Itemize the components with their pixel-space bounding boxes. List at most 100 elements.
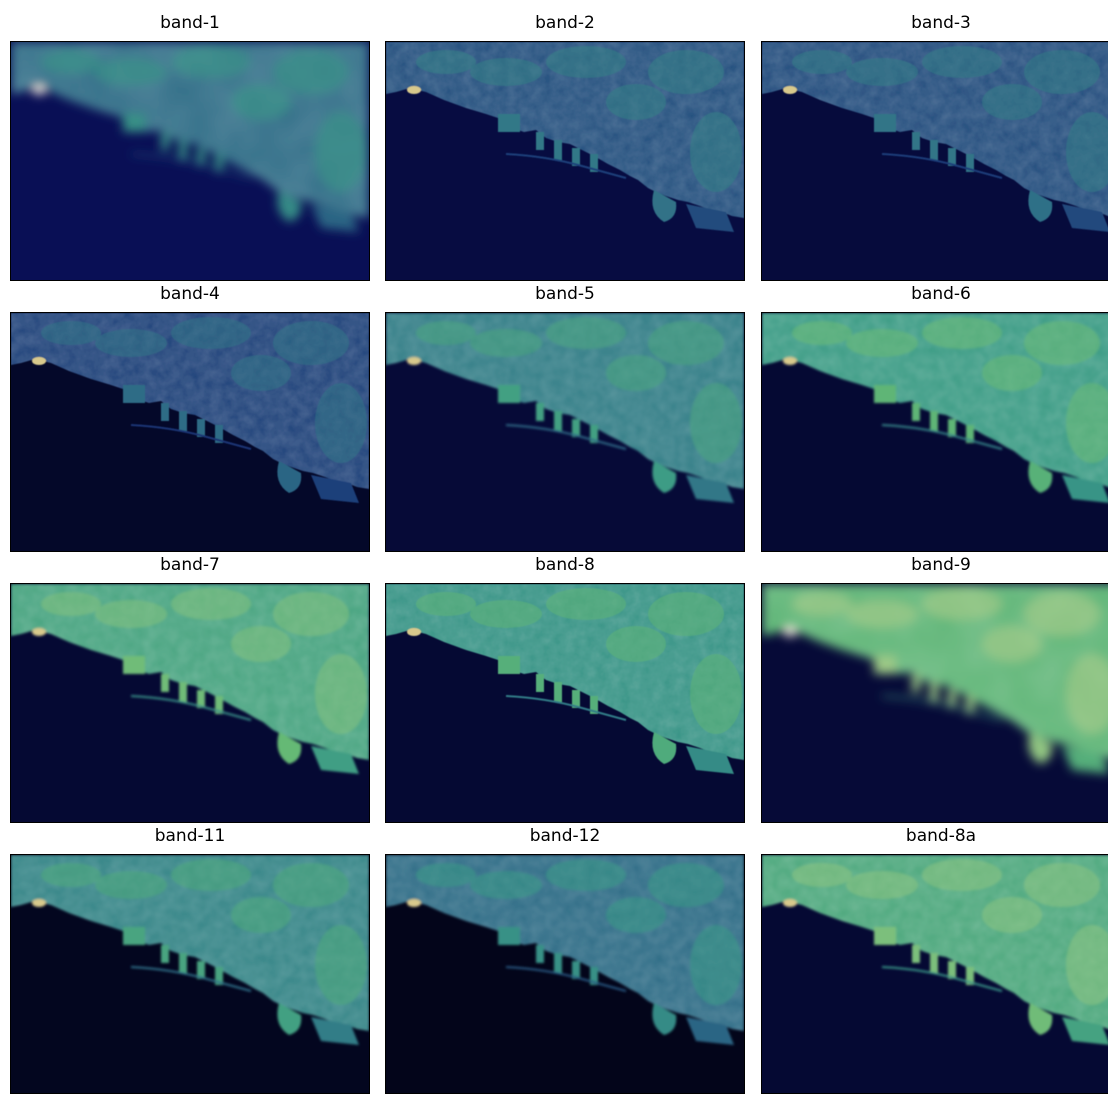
land-patch	[1066, 654, 1108, 734]
land-patch	[922, 588, 1002, 620]
peninsula	[652, 1003, 677, 1035]
band-image	[762, 313, 1108, 551]
harbour-pier	[930, 953, 938, 973]
harbour-pier	[590, 967, 598, 985]
panel-title: band-12	[529, 826, 601, 846]
docks	[311, 204, 359, 232]
bright-feature	[32, 899, 46, 907]
land-patch	[792, 321, 852, 345]
band-image-panel	[761, 583, 1108, 823]
land-patch	[846, 871, 918, 899]
harbour-pier	[590, 154, 598, 172]
harbour-pier	[966, 696, 974, 714]
land-patch	[171, 317, 251, 349]
band-image-panel	[385, 41, 745, 281]
land-patch	[470, 871, 542, 899]
land-patch	[846, 600, 918, 628]
land-patch	[546, 46, 626, 78]
band-image	[762, 584, 1108, 822]
breakwater	[130, 966, 252, 992]
land-patch	[546, 317, 626, 349]
land-patch	[606, 355, 666, 391]
peninsula	[1028, 1003, 1053, 1035]
land-patch	[41, 50, 101, 74]
panel-title: band-8	[535, 555, 595, 575]
land-patch	[922, 317, 1002, 349]
band-image	[11, 313, 369, 551]
harbour-pier	[966, 967, 974, 985]
panel-title: band-3	[911, 13, 971, 33]
land-patch	[792, 50, 852, 74]
band-image-panel	[10, 583, 370, 823]
harbour-pier	[930, 411, 938, 431]
band-image-panel	[10, 854, 370, 1094]
land-patch	[41, 592, 101, 616]
land-patch	[470, 329, 542, 357]
land-patch	[648, 863, 724, 907]
harbour-pier	[572, 419, 580, 437]
land-patch	[606, 84, 666, 120]
band-image	[386, 313, 744, 551]
breakwater	[130, 424, 252, 450]
land-patch	[273, 592, 349, 636]
harbour-pier	[930, 140, 938, 160]
land-patch	[922, 859, 1002, 891]
breakwater	[505, 153, 627, 179]
harbour-pier	[948, 148, 956, 166]
land-patch	[273, 50, 349, 94]
breakwater	[881, 695, 1003, 721]
breakwater	[505, 966, 627, 992]
land-patch	[95, 329, 167, 357]
harbour-pier	[874, 385, 896, 403]
docks	[1062, 204, 1108, 232]
harbour-pier	[948, 690, 956, 708]
band-image	[386, 42, 744, 280]
land-patch	[1024, 50, 1100, 94]
land-patch	[690, 925, 742, 1005]
peninsula	[1028, 190, 1053, 222]
land-patch	[1024, 863, 1100, 907]
land-patch	[690, 383, 742, 463]
harbour-pier	[590, 696, 598, 714]
band-image	[762, 855, 1108, 1093]
docks	[311, 1017, 359, 1045]
land-patch	[416, 321, 476, 345]
band-image-panel	[385, 312, 745, 552]
harbour-pier	[179, 953, 187, 973]
harbour-pier	[554, 682, 562, 702]
peninsula	[277, 1003, 302, 1035]
harbour-pier	[161, 132, 169, 150]
harbour-pier	[572, 690, 580, 708]
harbour-pier	[536, 945, 544, 963]
peninsula	[652, 190, 677, 222]
harbour-pier	[123, 656, 145, 674]
docks	[686, 1017, 734, 1045]
harbour-pier	[572, 148, 580, 166]
harbour-pier	[554, 411, 562, 431]
land-patch	[416, 592, 476, 616]
panel-title: band-6	[911, 284, 971, 304]
harbour-pier	[536, 403, 544, 421]
land-patch	[648, 321, 724, 365]
harbour-pier	[498, 656, 520, 674]
bright-feature	[783, 899, 797, 907]
band-image	[386, 855, 744, 1093]
panel-title: band-11	[154, 826, 226, 846]
band-image-panel	[385, 583, 745, 823]
land-patch	[546, 588, 626, 620]
land-patch	[315, 925, 367, 1005]
land-patch	[1066, 925, 1108, 1005]
docks	[686, 204, 734, 232]
land-patch	[231, 84, 291, 120]
panel-title: band-8a	[905, 826, 977, 846]
harbour-pier	[215, 967, 223, 985]
land-patch	[792, 592, 852, 616]
land-patch	[95, 600, 167, 628]
land-patch	[95, 58, 167, 86]
bright-feature	[32, 628, 46, 636]
harbour-pier	[179, 140, 187, 160]
breakwater	[881, 153, 1003, 179]
bright-feature	[784, 627, 796, 637]
harbour-pier	[912, 945, 920, 963]
